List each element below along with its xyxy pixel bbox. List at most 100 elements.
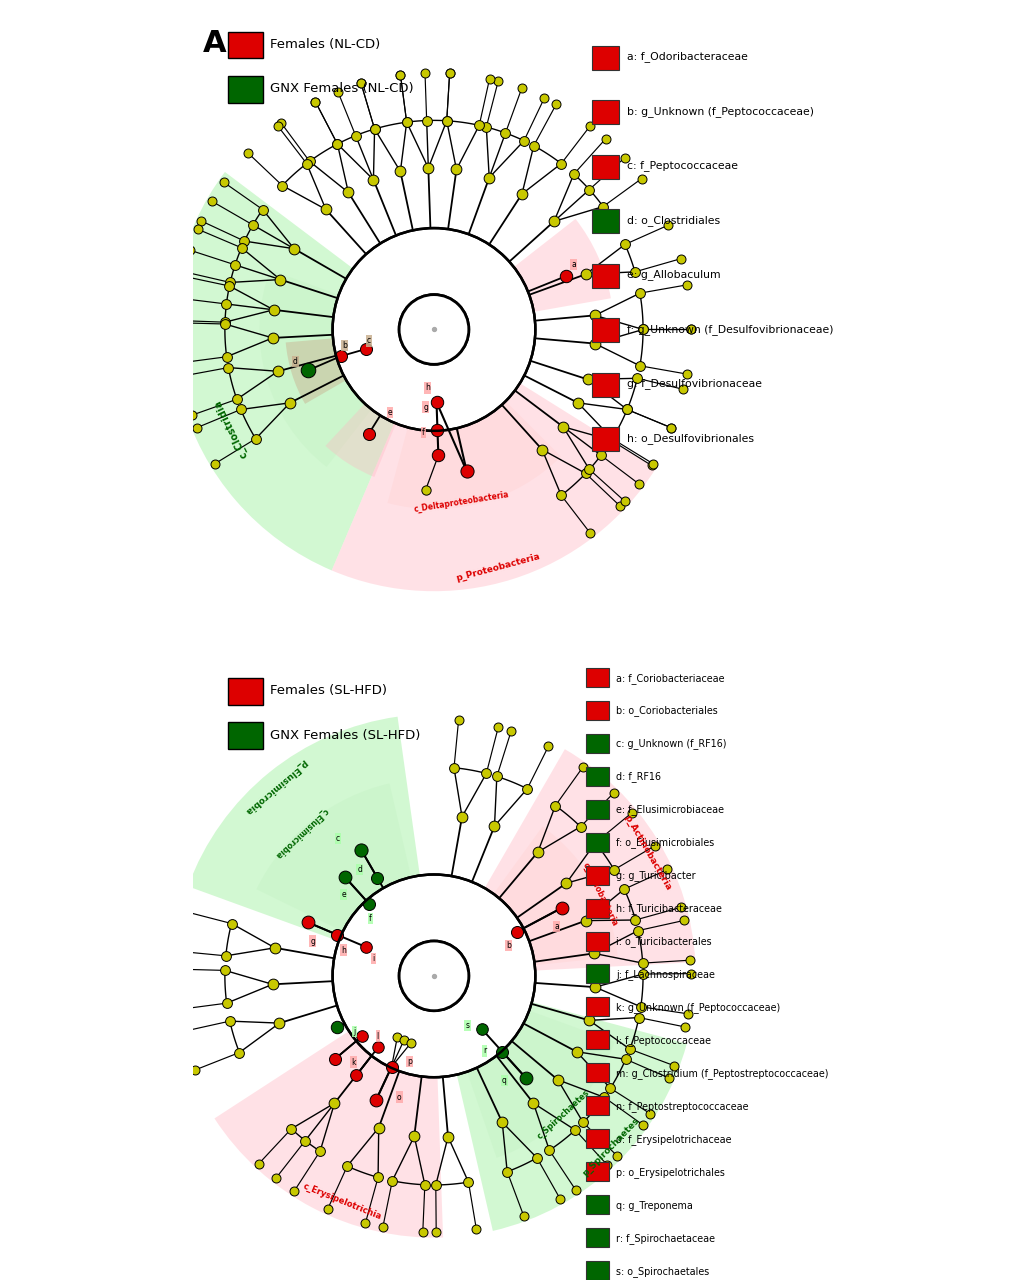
Point [268,1167,284,1188]
Bar [586,1030,608,1050]
Point [519,778,535,799]
Point [332,346,348,366]
Point [629,369,645,389]
Wedge shape [457,1002,686,1231]
Bar [586,997,608,1016]
Point [398,111,415,132]
Text: p: o_Erysipelotrichales: p: o_Erysipelotrichales [615,1167,725,1178]
Point [570,393,586,413]
Bar [592,317,619,342]
Point [173,366,190,387]
Point [602,430,619,451]
Point [307,92,323,113]
Point [392,161,409,182]
Point [486,815,502,836]
Point [682,319,698,339]
Point [630,1007,646,1028]
Point [183,404,200,425]
Point [586,333,602,353]
Text: c_Clostridia: c_Clostridia [212,398,250,460]
Point [354,1025,370,1046]
Point [273,113,289,133]
Text: d: f_RF16: d: f_RF16 [615,772,660,782]
Point [193,211,209,232]
Point [631,283,647,303]
Point [418,110,434,131]
Text: g: g [423,402,428,412]
Text: q: g_Treponema: q: g_Treponema [615,1199,693,1211]
Wedge shape [256,783,411,932]
Point [605,859,622,879]
Point [679,1004,695,1024]
Bar [592,209,619,233]
Point [632,997,648,1018]
Point [269,115,285,136]
Point [406,1126,422,1147]
Point [438,110,454,131]
Text: p: p [407,1057,412,1066]
Text: Females (SL-HFD): Females (SL-HFD) [270,685,387,698]
Text: s: s [465,1021,469,1030]
Point [370,1117,386,1138]
Point [215,172,231,192]
Wedge shape [331,383,655,591]
Point [357,1213,373,1234]
Bar [592,428,619,451]
Point [369,868,385,888]
Point [572,817,588,837]
Point [233,238,250,259]
Point [634,964,650,984]
Point [662,417,679,438]
Text: k: k [351,1057,356,1066]
Text: h: h [341,946,346,955]
Text: c_Coriobacteria: c_Coriobacteria [580,861,619,928]
Point [557,266,574,287]
Point [395,1030,412,1051]
Text: a: a [554,922,558,931]
Point [414,1222,430,1243]
Point [266,937,282,957]
Point [575,1112,591,1133]
Point [540,736,556,756]
Point [567,1120,583,1140]
Text: q: q [501,1076,506,1085]
Point [493,1112,510,1133]
Point [174,266,191,287]
Bar [228,32,263,59]
Wedge shape [325,403,395,477]
Point [374,1217,390,1238]
Bar [586,701,608,719]
Point [566,164,582,184]
Point [420,157,436,178]
Bar [586,1096,608,1115]
Point [417,63,433,83]
Point [627,261,643,282]
Point [384,1170,400,1190]
Bar [586,733,608,753]
Text: b: g_Unknown (f_Peptococcaceae): b: g_Unknown (f_Peptococcaceae) [627,106,813,116]
Point [438,110,454,131]
Point [660,1068,677,1088]
Bar [592,264,619,288]
Text: p_Proteobacteria: p_Proteobacteria [454,552,540,584]
Text: b: o_Coriobacteriales: b: o_Coriobacteriales [615,705,717,717]
Point [678,364,694,384]
Point [567,1180,583,1201]
Text: p_Actinobacteria: p_Actinobacteria [622,813,672,892]
Point [337,867,354,887]
Point [255,200,271,220]
Text: GNX Females (SL-HFD): GNX Females (SL-HFD) [270,728,421,741]
Text: c: c [335,835,339,844]
Point [619,399,635,420]
Point [553,897,570,918]
Text: a: f_Coriobacteriaceae: a: f_Coriobacteriaceae [615,672,725,684]
Point [285,1181,302,1202]
Point [533,439,549,460]
Text: GNX Females (NL-CD): GNX Females (NL-CD) [270,82,414,95]
Point [217,312,233,333]
Text: g: f_Desulfovibrionaceae: g: f_Desulfovibrionaceae [627,379,761,389]
Point [285,238,302,259]
Point [659,215,676,236]
Point [453,806,470,827]
Bar [592,46,619,69]
